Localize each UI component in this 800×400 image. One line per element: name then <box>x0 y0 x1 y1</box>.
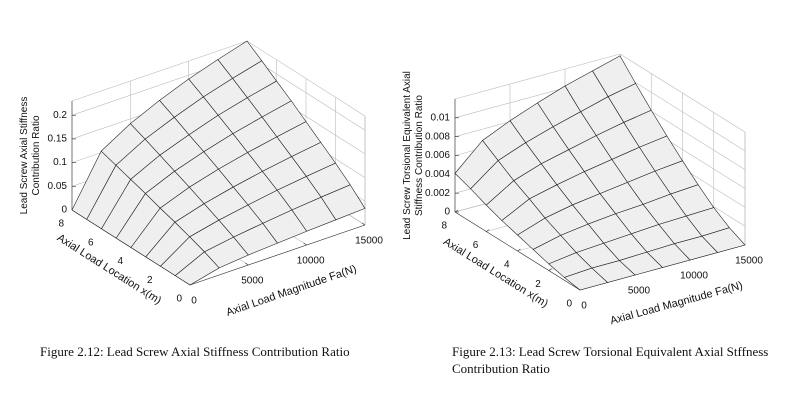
tick-mark <box>548 268 552 271</box>
y-tick-label: 0 <box>191 296 197 307</box>
z-tick-label: 0 <box>444 207 450 218</box>
z-tick-label: 0.1 <box>53 157 67 168</box>
z-tick-label: 0.002 <box>425 188 450 199</box>
y-axis-label: Axial Load Magnitude Fa(N) <box>225 263 358 319</box>
y-tick-label: 15000 <box>735 256 763 267</box>
surface-patch <box>563 267 609 291</box>
z-axis-label-line: Lead Screw Torsional Equivalent Axial <box>402 71 413 240</box>
box-edge <box>454 53 621 100</box>
z-tick-label: 0.2 <box>53 110 67 121</box>
x-tick-label: 4 <box>117 256 123 267</box>
tick-mark <box>454 209 459 213</box>
x-tick-label: 8 <box>58 219 64 230</box>
z-tick-label: 0.004 <box>425 169 450 180</box>
z-tick-label: 0.006 <box>425 150 450 161</box>
tick-mark <box>486 229 490 232</box>
y-axis <box>189 224 366 286</box>
tick-mark <box>361 222 366 226</box>
z-tick-label: 0.05 <box>48 181 68 192</box>
z-axis-label-line: Contribution Ratio <box>31 115 42 195</box>
z-tick-label: 0.01 <box>431 112 451 123</box>
x-tick-label: 4 <box>504 260 510 271</box>
figures: 0 0.05 0.1 0.15 0.2 0 2 4 6 8 0 5000 10000 15000 Lead … <box>19 40 763 327</box>
x-tick-label: 0 <box>566 299 572 310</box>
x-tick-label: 6 <box>88 237 94 248</box>
x-tick-label: 2 <box>147 275 153 286</box>
surface-patch <box>174 251 220 286</box>
tick-mark <box>245 262 249 266</box>
y-tick-label: 10000 <box>297 256 325 267</box>
x-tick-label: 6 <box>473 240 479 251</box>
y-tick-label: 5000 <box>241 276 264 287</box>
y-tick-label: 0 <box>581 301 587 312</box>
tick-mark <box>303 242 307 246</box>
y-tick-label: 5000 <box>628 286 651 297</box>
x-tick-label: 8 <box>441 221 447 232</box>
z-axis-label: Lead Screw Axial StiffnessContribution R… <box>19 97 42 215</box>
z-tick-label: 0.008 <box>425 131 450 142</box>
y-tick-label: 15000 <box>355 236 383 247</box>
x-tick-label: 2 <box>535 279 541 290</box>
z-tick-label: 0 <box>61 205 67 216</box>
z-axis-label-line: Stiffness Contribution Ratio <box>414 95 425 216</box>
z-tick-label: 0.15 <box>48 134 68 145</box>
x-tick-label: 0 <box>176 294 182 305</box>
z-axis-label: Lead Screw Torsional Equivalent AxialSti… <box>402 71 425 240</box>
y-tick-label: 10000 <box>680 271 708 282</box>
tick-mark <box>517 248 521 252</box>
caption: Figure 2.12: Lead Screw Axial Stiffness … <box>40 344 350 359</box>
caption: Figure 2.13: Lead Screw Torsional Equiva… <box>452 344 769 376</box>
box-edge <box>71 40 248 102</box>
z-axis-label-line: Lead Screw Axial Stiffness <box>19 97 30 215</box>
